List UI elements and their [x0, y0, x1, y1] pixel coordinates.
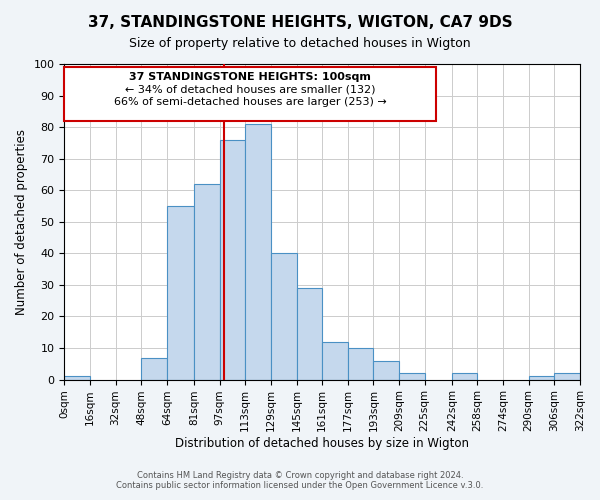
Bar [373, 360, 399, 380]
Text: 37 STANDINGSTONE HEIGHTS: 100sqm: 37 STANDINGSTONE HEIGHTS: 100sqm [129, 72, 371, 82]
Bar [529, 376, 554, 380]
Text: 37, STANDINGSTONE HEIGHTS, WIGTON, CA7 9DS: 37, STANDINGSTONE HEIGHTS, WIGTON, CA7 9… [88, 15, 512, 30]
Bar [348, 348, 373, 380]
Text: Size of property relative to detached houses in Wigton: Size of property relative to detached ho… [129, 38, 471, 51]
Text: ← 34% of detached houses are smaller (132): ← 34% of detached houses are smaller (13… [125, 84, 375, 94]
Bar [452, 374, 478, 380]
Bar [194, 184, 220, 380]
Bar [399, 374, 425, 380]
Bar [554, 374, 580, 380]
Y-axis label: Number of detached properties: Number of detached properties [15, 129, 28, 315]
Bar [167, 206, 194, 380]
Bar [220, 140, 245, 380]
Bar [296, 288, 322, 380]
Bar [141, 358, 167, 380]
Text: 66% of semi-detached houses are larger (253) →: 66% of semi-detached houses are larger (… [113, 97, 386, 107]
Bar [322, 342, 348, 380]
Bar [245, 124, 271, 380]
Text: Contains HM Land Registry data © Crown copyright and database right 2024.
Contai: Contains HM Land Registry data © Crown c… [116, 470, 484, 490]
Bar [271, 254, 296, 380]
Bar [64, 376, 90, 380]
FancyBboxPatch shape [64, 67, 436, 121]
X-axis label: Distribution of detached houses by size in Wigton: Distribution of detached houses by size … [175, 437, 469, 450]
